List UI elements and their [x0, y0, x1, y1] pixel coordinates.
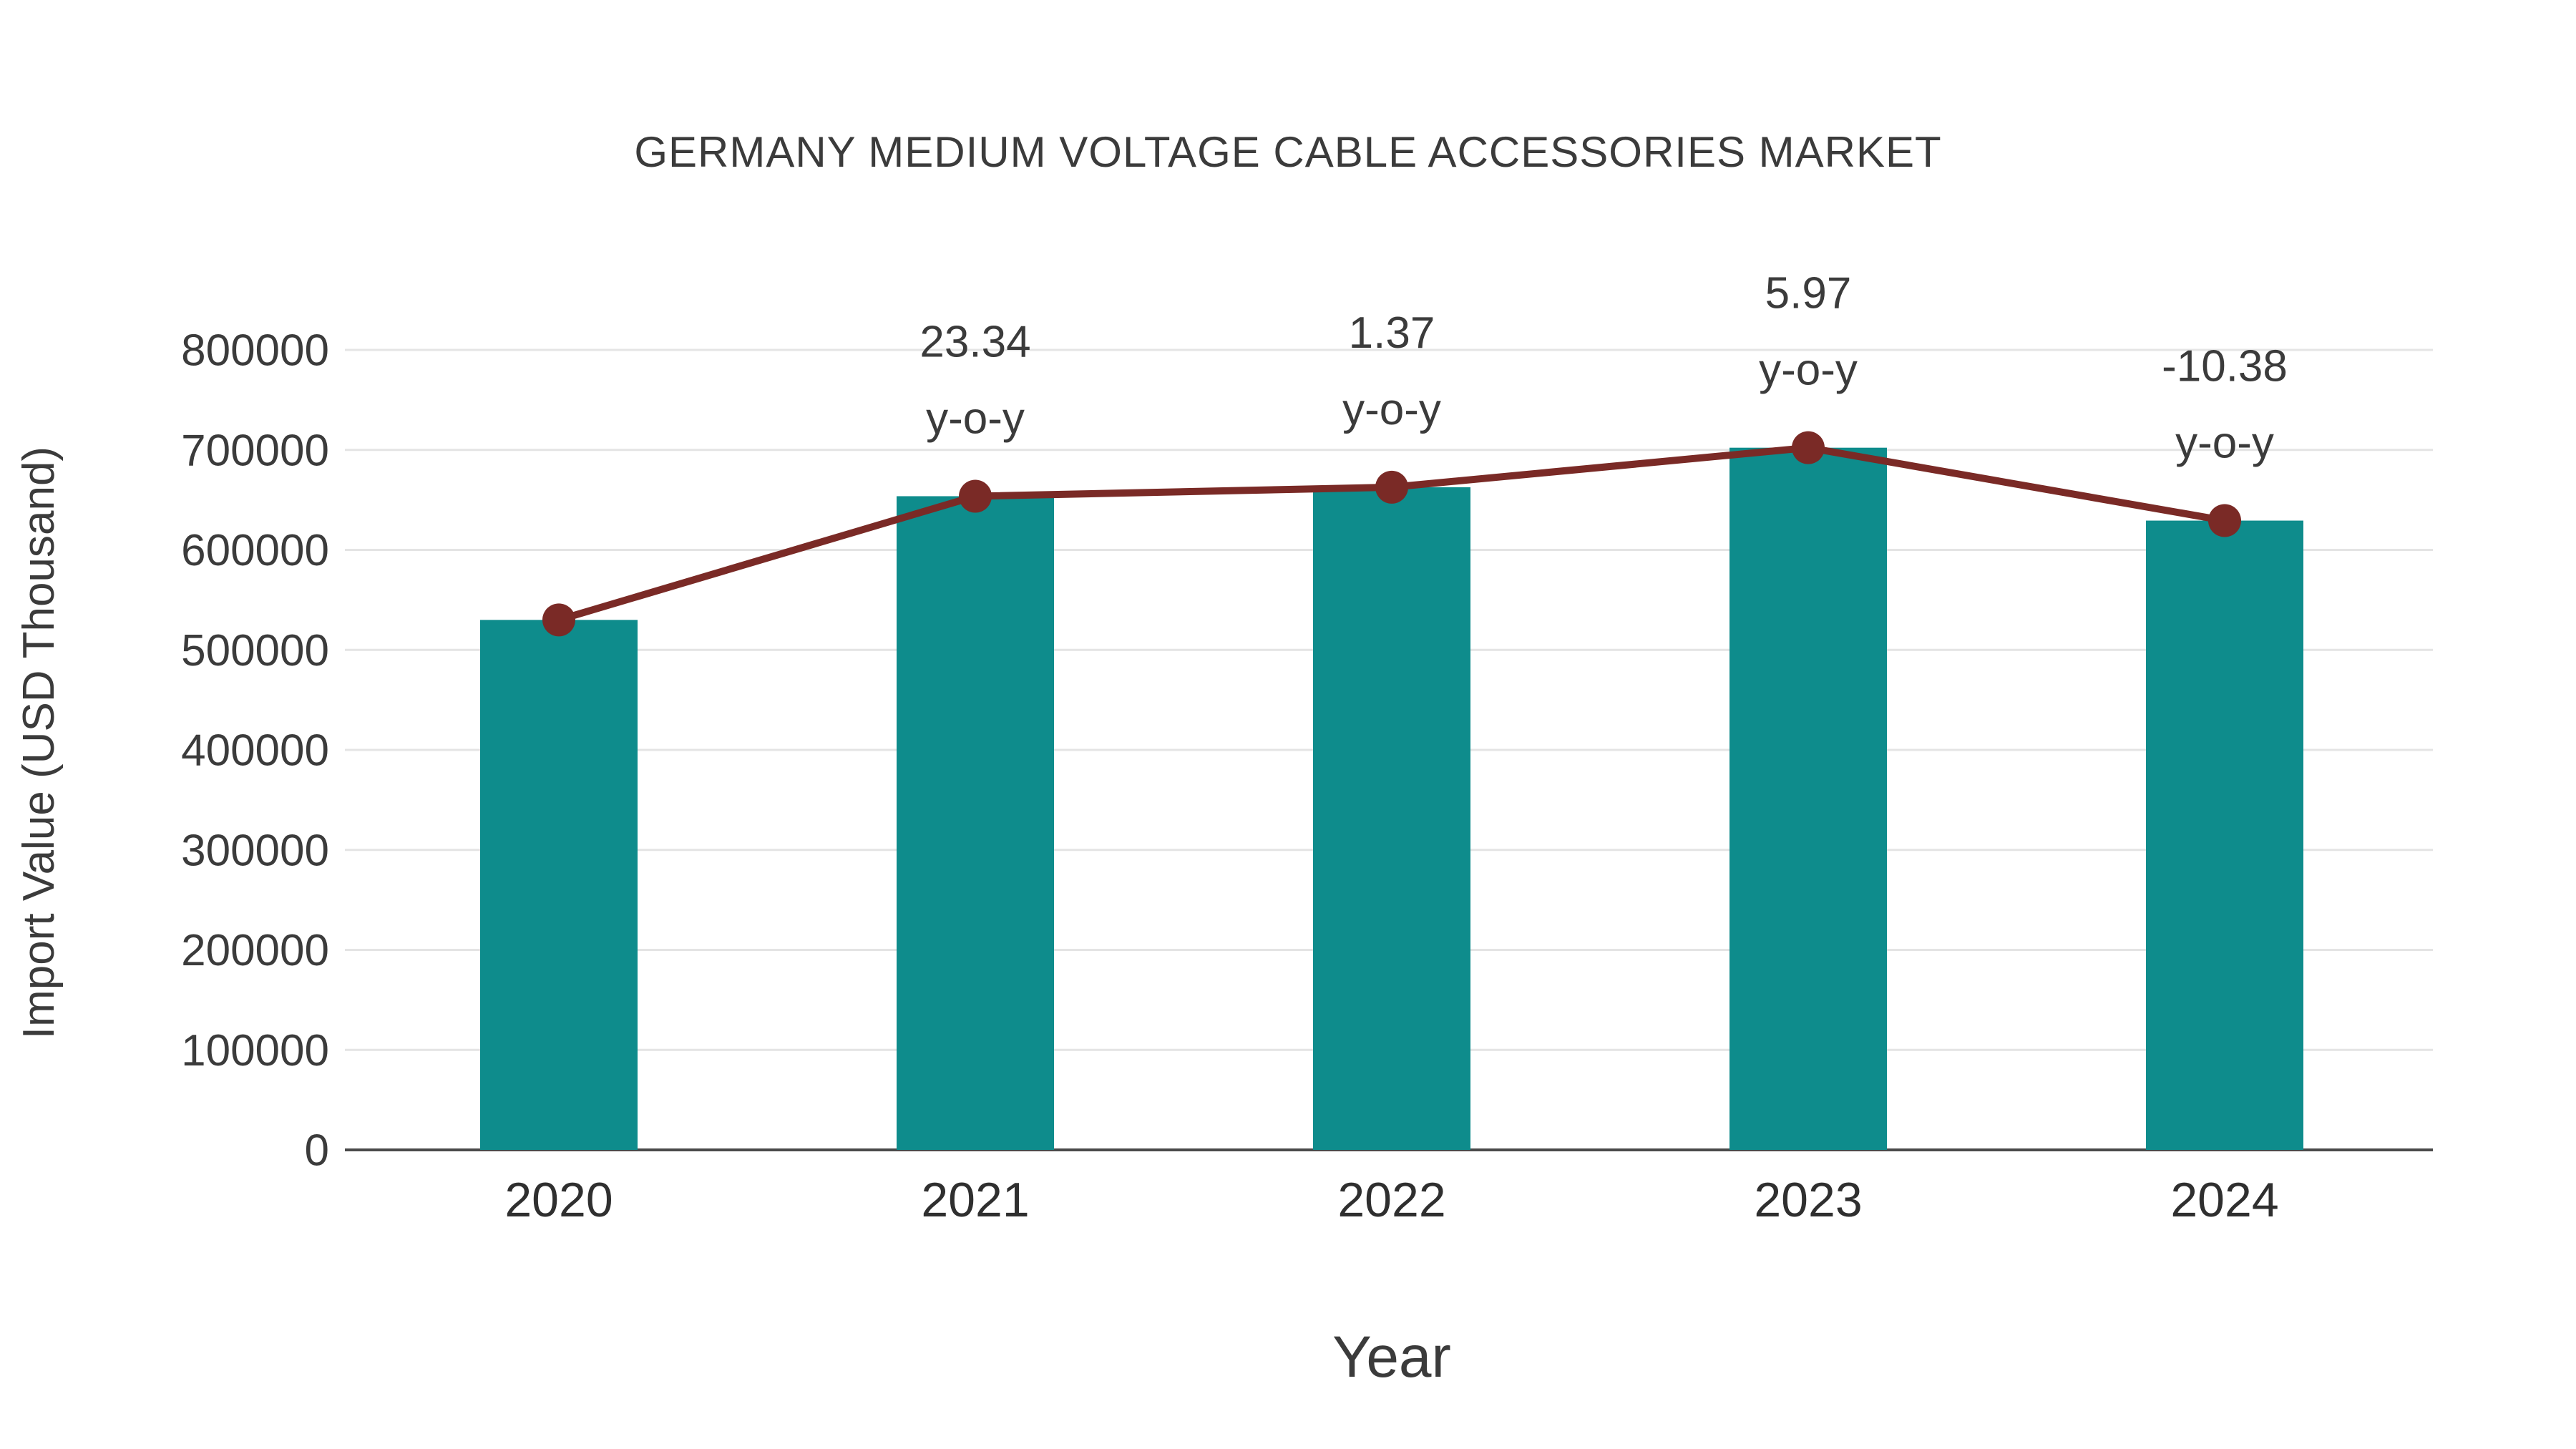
x-tick-label: 2021 [921, 1173, 1029, 1227]
trend-marker-2021 [959, 479, 992, 513]
annotation-value-2023: 5.97 [1765, 269, 1852, 318]
annotation-value-2022: 1.37 [1349, 308, 1435, 358]
trend-marker-2023 [1792, 431, 1825, 464]
bar-2021 [897, 496, 1054, 1150]
y-tick-label: 700000 [181, 426, 329, 475]
x-axis-title: Year [1332, 1324, 1451, 1390]
y-tick-label: 500000 [181, 626, 329, 675]
y-tick-label: 200000 [181, 926, 329, 975]
x-tick-label: 2023 [1754, 1173, 1862, 1227]
y-tick-label: 600000 [181, 526, 329, 575]
y-tick-label: 100000 [181, 1026, 329, 1075]
annotation-label-2024: y-o-y [2175, 419, 2274, 468]
x-tick-label: 2020 [504, 1173, 613, 1227]
bar-2020 [480, 620, 638, 1150]
annotation-value-2024: -10.38 [2162, 342, 2288, 391]
trend-marker-2020 [542, 603, 575, 637]
x-tick-label: 2024 [2170, 1173, 2278, 1227]
annotation-value-2021: 23.34 [919, 317, 1030, 366]
y-tick-label: 400000 [181, 726, 329, 776]
trend-marker-2024 [2208, 504, 2241, 537]
annotation-label-2023: y-o-y [1759, 346, 1858, 395]
annotation-label-2021: y-o-y [926, 394, 1025, 443]
chart-title: GERMANY MEDIUM VOLTAGE CABLE ACCESSORIES… [634, 128, 1942, 176]
y-tick-label: 300000 [181, 826, 329, 875]
trend-marker-2022 [1375, 470, 1408, 504]
bar-2024 [2146, 520, 2303, 1150]
bar-2023 [1729, 447, 1887, 1150]
y-tick-label: 800000 [181, 326, 329, 376]
bar-2022 [1313, 487, 1470, 1150]
x-tick-label: 2022 [1337, 1173, 1445, 1227]
y-tick-label: 0 [305, 1126, 329, 1176]
annotation-label-2022: y-o-y [1342, 385, 1441, 434]
